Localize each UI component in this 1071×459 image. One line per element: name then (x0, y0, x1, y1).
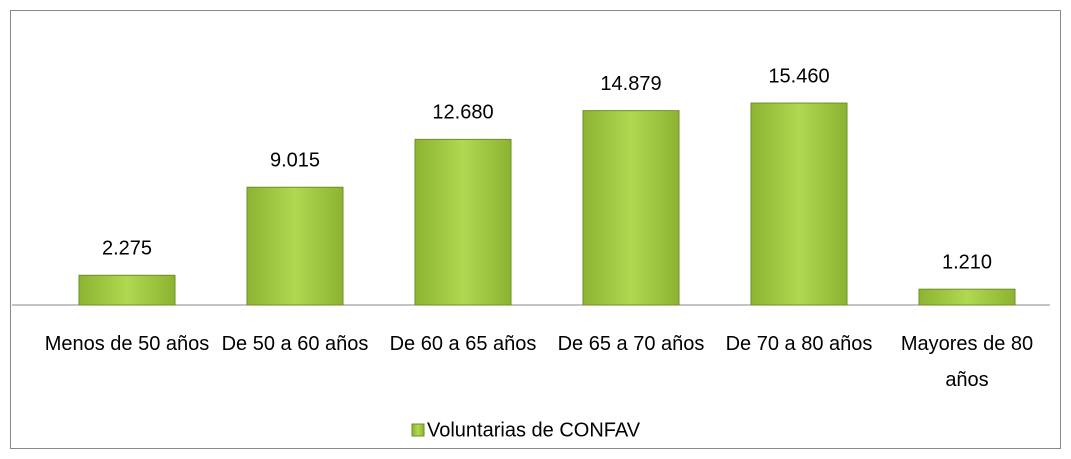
x-tick-label: Menos de 50 años (44, 333, 210, 355)
value-label: 1.210 (942, 251, 992, 273)
x-tick-label: De 65 a 70 años (557, 333, 705, 355)
x-tick-label: De 70 a 80 años (725, 333, 873, 355)
x-tick-label: De 50 a 60 años (221, 333, 369, 355)
legend-label: Voluntarias de CONFAV (427, 419, 641, 441)
bar (582, 110, 680, 306)
bar (246, 186, 344, 306)
value-label: 2.275 (102, 238, 152, 260)
x-tick-label: De 60 a 65 años (389, 333, 537, 355)
bar (78, 274, 176, 306)
x-tick-label: Mayores de 80 años (900, 333, 1034, 391)
bar (750, 102, 848, 306)
bar (918, 288, 1016, 306)
value-label: 15.460 (768, 65, 829, 87)
bar (414, 138, 512, 306)
value-label: 12.680 (432, 102, 493, 124)
value-label: 14.879 (600, 73, 661, 95)
chart-border (10, 10, 1061, 449)
legend-swatch (411, 423, 425, 437)
value-label: 9.015 (270, 150, 320, 172)
